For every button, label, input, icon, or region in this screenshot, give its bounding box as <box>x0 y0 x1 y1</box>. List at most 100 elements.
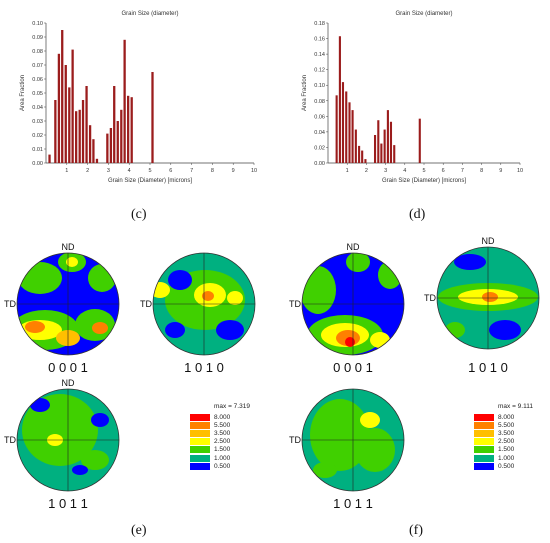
chart-c-bar <box>61 30 64 163</box>
legend-f-level: 8.000 <box>498 413 515 421</box>
legend-f-swatch <box>474 429 494 437</box>
chart-d-ytick-label: 0.16 <box>314 37 325 43</box>
chart-d-ytick-label: 0.08 <box>314 99 325 105</box>
chart-d-ytick-label: 0.00 <box>314 161 325 167</box>
td-label-f2: TD <box>424 293 436 303</box>
legend-f-row: 3.500 <box>474 429 533 437</box>
chart-c-bar <box>95 158 99 163</box>
chart-d-bar <box>377 120 380 163</box>
legend-e-row: 1.500 <box>190 446 250 454</box>
chart-d-bar <box>389 121 393 163</box>
chart-c-xtick-label: 5 <box>148 168 151 174</box>
chart-d-bar <box>393 145 396 163</box>
panel-label-e: (e) <box>131 523 147 538</box>
chart-d-bar <box>338 36 341 163</box>
td-label-f1: TD <box>289 299 301 309</box>
chart-c-bar <box>48 154 51 163</box>
chart-d-bar <box>345 91 348 163</box>
chart-c-title: Grain Size (diameter) <box>121 11 178 17</box>
legend-f-row: 0.500 <box>474 462 533 470</box>
chart-d-bar <box>373 135 377 163</box>
legend-f-level: 1.000 <box>498 454 515 462</box>
chart-d-xtick-label: 4 <box>403 168 406 174</box>
miller-label-e1: 0 0 0 1 <box>48 360 88 375</box>
chart-d-bar <box>383 129 386 163</box>
miller-label-e3: 1 0 1 1 <box>48 496 88 511</box>
chart-c-bar <box>54 100 57 163</box>
pole-figure-f-1011 <box>301 388 405 492</box>
chart-d-bar <box>354 129 357 163</box>
grain-size-chart-d: Grain Size (diameter) 0.00 0.02 0.04 0.06 0.0… <box>302 11 523 184</box>
chart-d-xtick-label: 8 <box>480 168 483 174</box>
chart-d-ylabel: Area Fraction <box>302 75 308 111</box>
chart-d-bar <box>361 150 364 163</box>
nd-label-e1: ND <box>62 242 75 252</box>
legend-f-level: 5.500 <box>498 421 515 429</box>
legend-e-swatch <box>190 454 210 462</box>
pole-figure-e-1011 <box>16 388 120 492</box>
panel-label-f: (f) <box>409 523 423 538</box>
chart-c-bar <box>116 121 119 163</box>
miller-label-f1: 0 0 0 1 <box>333 360 373 375</box>
miller-label-f3: 1 0 1 1 <box>333 496 373 511</box>
chart-c-bar <box>88 125 92 163</box>
chart-d-xtick-label: 10 <box>517 168 523 174</box>
chart-c-xtick-label: 9 <box>232 168 235 174</box>
chart-c-xtick-label: 8 <box>211 168 214 174</box>
chart-c-bar <box>92 139 95 163</box>
legend-e: max = 7.319 8.000 5.500 3.500 2.500 1.500 1.0… <box>190 403 250 470</box>
chart-d-bar <box>341 82 345 163</box>
chart-c-bar <box>130 97 133 163</box>
td-label-e1: TD <box>4 299 16 309</box>
chart-d-xtick-label: 1 <box>346 168 349 174</box>
legend-e-row: 2.500 <box>190 438 250 446</box>
legend-e-level: 5.500 <box>214 421 231 429</box>
chart-d-xtick-label: 5 <box>422 168 425 174</box>
pole-figure-f-1010 <box>436 246 540 350</box>
legend-f-level: 2.500 <box>498 438 515 446</box>
chart-d-bar <box>386 110 389 163</box>
chart-c-ytick-label: 0.04 <box>32 105 43 111</box>
pole-figure-e-0001 <box>16 252 120 356</box>
panel-label-d: (d) <box>409 207 426 222</box>
chart-c-ytick-label: 0.01 <box>32 147 43 153</box>
chart-c-xtick-label: 3 <box>107 168 110 174</box>
chart-d-xtick-label: 9 <box>499 168 502 174</box>
legend-e-row: 1.000 <box>190 454 250 462</box>
chart-c-bar <box>106 133 109 163</box>
chart-d-ytick-label: 0.12 <box>314 68 325 74</box>
legend-f-swatch <box>474 462 494 470</box>
chart-d-ytick-label: 0.18 <box>314 21 325 27</box>
legend-f-level: 3.500 <box>498 429 515 437</box>
chart-c-bar <box>85 86 88 163</box>
chart-d-xtick-label: 6 <box>442 168 445 174</box>
chart-c-xlabel: Grain Size (Diameter) [microns] <box>108 178 192 184</box>
legend-e-swatch <box>190 429 210 437</box>
nd-label-f2: ND <box>482 236 495 246</box>
legend-e-row: 0.500 <box>190 462 250 470</box>
chart-c-ytick-label: 0.08 <box>32 49 43 55</box>
td-label-f3: TD <box>289 435 301 445</box>
panel-label-c: (c) <box>131 207 147 222</box>
chart-c-bar <box>75 111 78 163</box>
chart-d-ytick-label: 0.14 <box>314 52 325 58</box>
chart-c-ytick-label: 0.06 <box>32 77 43 83</box>
legend-e-row: 5.500 <box>190 421 250 429</box>
chart-d-ytick-label: 0.02 <box>314 145 325 151</box>
legend-max-f: max = 9.111 <box>498 403 533 410</box>
chart-c-bar <box>123 39 126 163</box>
miller-label-f2: 1 0 1 0 <box>468 360 508 375</box>
chart-c-ytick-label: 0.02 <box>32 133 43 139</box>
miller-label-e2: 1 0 1 0 <box>184 360 224 375</box>
legend-f-swatch <box>474 454 494 462</box>
td-label-e3: TD <box>4 435 16 445</box>
legend-f-level: 1.500 <box>498 446 515 454</box>
legend-e-level: 1.000 <box>214 454 231 462</box>
legend-f-row: 5.500 <box>474 421 533 429</box>
legend-e-level: 0.500 <box>214 462 231 470</box>
legend-f-level: 0.500 <box>498 462 515 470</box>
chart-c-bar <box>57 53 61 163</box>
chart-d-bar <box>380 143 383 163</box>
chart-c-xtick-label: 4 <box>128 168 131 174</box>
